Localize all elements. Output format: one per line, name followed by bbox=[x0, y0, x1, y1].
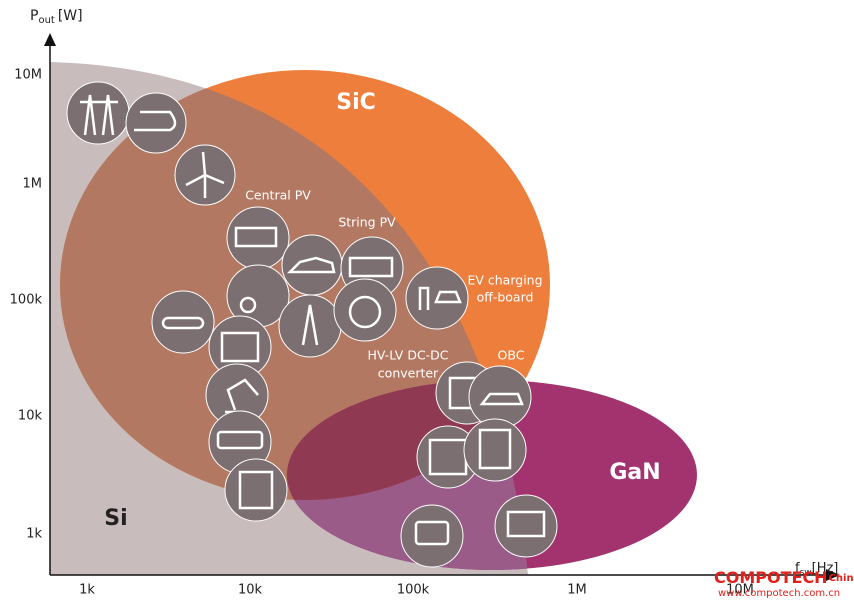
y-tick-label: 100k bbox=[10, 293, 43, 308]
glyph bbox=[234, 226, 278, 248]
y-label-sub: out bbox=[38, 15, 54, 26]
y-arrow bbox=[44, 33, 56, 46]
x-label-unit: [Hz] bbox=[812, 561, 839, 576]
icon-conveyor bbox=[151, 290, 215, 354]
glyph bbox=[286, 256, 336, 274]
watermark-region: China bbox=[829, 573, 854, 584]
y-axis-label: Pout [W] bbox=[30, 8, 83, 26]
ev-label: off-board bbox=[477, 290, 534, 305]
glyph bbox=[348, 256, 394, 278]
icon-grid bbox=[278, 294, 342, 358]
glyph bbox=[161, 316, 205, 330]
x-arrow bbox=[826, 569, 840, 581]
y-label-unit: [W] bbox=[58, 8, 83, 24]
gan-label: GaN bbox=[609, 460, 660, 485]
glyph bbox=[418, 286, 462, 310]
glyph bbox=[239, 296, 257, 314]
y-label-main: P bbox=[30, 8, 38, 24]
ev-label: EV charging bbox=[467, 273, 542, 288]
x-tick-label: 1k bbox=[79, 583, 95, 598]
glyph bbox=[301, 304, 319, 346]
x-tick-label: 10M bbox=[726, 583, 754, 598]
glyph bbox=[134, 110, 177, 132]
sic-label: SiC bbox=[336, 90, 376, 115]
glyph bbox=[348, 295, 382, 329]
glyph bbox=[238, 470, 274, 510]
icon-train bbox=[125, 92, 187, 154]
watermark-url: www.compotech.com.cn bbox=[718, 588, 840, 599]
y-tick-label: 1M bbox=[23, 177, 43, 192]
icons bbox=[66, 81, 558, 568]
x-tick-label: 10k bbox=[238, 583, 263, 598]
si-label: Si bbox=[104, 506, 127, 531]
glyph bbox=[506, 510, 546, 538]
x-tick-label: 100k bbox=[397, 583, 430, 598]
glyph bbox=[414, 520, 450, 546]
icon-server2 bbox=[463, 418, 527, 482]
glyph bbox=[478, 428, 512, 470]
y-tick-label: 10k bbox=[18, 409, 43, 424]
icon-washer bbox=[224, 458, 288, 522]
dcdc-label: HV-LV DC-DC bbox=[367, 348, 448, 363]
watermark-brand-text: COMPOTECH bbox=[714, 568, 828, 587]
x-tick-label: 1M bbox=[567, 583, 587, 598]
watermark-brand: COMPOTECHChina bbox=[714, 568, 854, 587]
icon-pylon bbox=[66, 81, 130, 145]
icon-storage bbox=[333, 278, 397, 342]
glyph bbox=[479, 392, 524, 406]
obc-label: OBC bbox=[498, 348, 525, 363]
central-pv-label: Central PV bbox=[245, 188, 311, 203]
x-label-main: f bbox=[795, 561, 800, 576]
glyph bbox=[220, 331, 260, 363]
x-label-sub: sw bbox=[800, 568, 812, 578]
icon-obc bbox=[468, 365, 532, 429]
glyph bbox=[216, 430, 264, 450]
x-axis-label: fsw[Hz] bbox=[795, 561, 838, 578]
icon-tv bbox=[494, 494, 558, 558]
dcdc-label: converter bbox=[378, 366, 439, 381]
y-tick-label: 10M bbox=[14, 68, 42, 83]
icon-charger bbox=[400, 504, 464, 568]
glyph bbox=[80, 94, 118, 136]
glyph bbox=[185, 151, 225, 198]
string-pv-label: String PV bbox=[338, 215, 396, 230]
y-tick-label: 1k bbox=[26, 527, 42, 542]
